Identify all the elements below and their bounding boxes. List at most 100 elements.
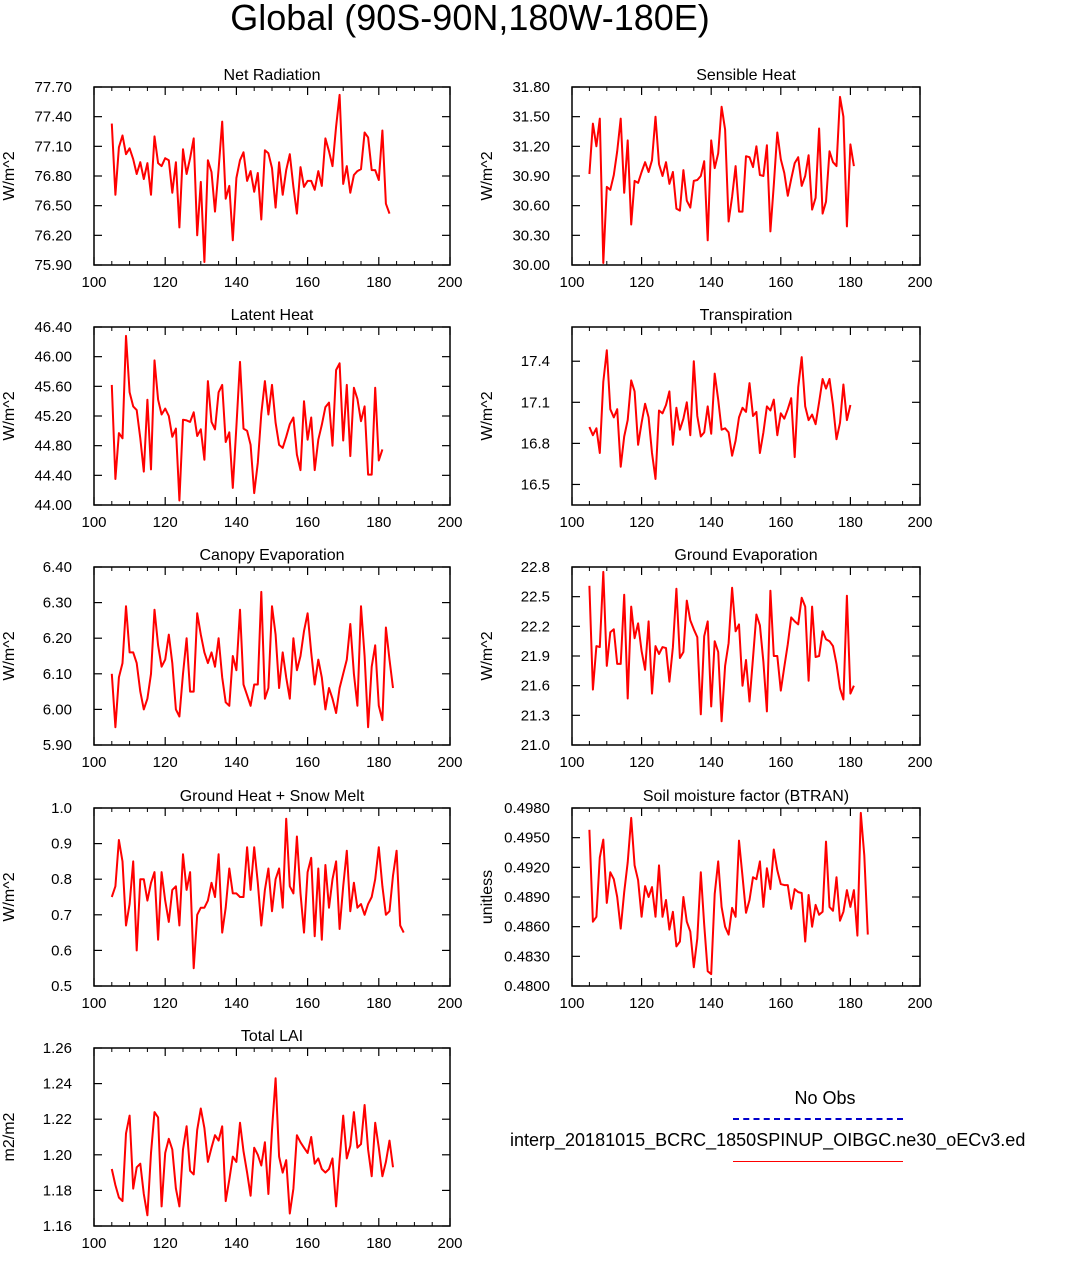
y-tick-label: 5.90 xyxy=(43,737,72,754)
y-tick-label: 77.70 xyxy=(34,79,72,96)
x-tick-label: 120 xyxy=(153,274,178,291)
series-line xyxy=(110,334,384,502)
panel-title: Net Radiation xyxy=(224,67,321,84)
y-tick-label: 22.8 xyxy=(521,559,550,576)
y-axis-label: W/m^2 xyxy=(479,631,496,680)
panel-title: Total LAI xyxy=(241,1028,303,1045)
x-tick-label: 100 xyxy=(81,514,106,531)
y-tick-label: 21.3 xyxy=(521,707,550,724)
legend-model-line xyxy=(733,1161,903,1162)
y-tick-label: 31.20 xyxy=(512,138,550,155)
y-tick-label: 46.00 xyxy=(34,349,72,366)
y-tick-label: 30.90 xyxy=(512,168,550,185)
x-tick-label: 140 xyxy=(224,1235,249,1252)
x-tick-label: 140 xyxy=(224,274,249,291)
y-tick-label: 30.00 xyxy=(512,257,550,274)
x-tick-label: 180 xyxy=(838,995,863,1012)
series-line xyxy=(588,95,855,264)
y-tick-label: 0.4860 xyxy=(504,919,550,936)
y-tick-label: 17.4 xyxy=(521,353,550,370)
legend-model-label: interp_20181015_BCRC_1850SPINUP_OIBGC.ne… xyxy=(510,1130,1026,1150)
series-line xyxy=(588,811,869,976)
y-tick-label: 0.4920 xyxy=(504,859,550,876)
x-tick-label: 140 xyxy=(699,995,724,1012)
x-tick-label: 120 xyxy=(153,754,178,771)
y-tick-label: 6.30 xyxy=(43,595,72,612)
x-tick-label: 200 xyxy=(437,995,462,1012)
x-tick-label: 200 xyxy=(907,274,932,291)
y-tick-label: 76.80 xyxy=(34,168,72,185)
x-tick-label: 160 xyxy=(768,274,793,291)
panel-title: Latent Heat xyxy=(231,307,314,324)
x-tick-label: 160 xyxy=(295,1235,320,1252)
y-axis-label: unitless xyxy=(479,870,496,924)
x-tick-label: 160 xyxy=(768,754,793,771)
y-tick-label: 1.26 xyxy=(43,1040,72,1057)
x-tick-label: 200 xyxy=(907,514,932,531)
series-line xyxy=(110,590,394,729)
panel-frame xyxy=(571,326,921,506)
x-tick-label: 100 xyxy=(81,1235,106,1252)
page-title: Global (90S-90N,180W-180E) xyxy=(230,0,710,38)
panel-title: Ground Evaporation xyxy=(674,547,817,564)
x-tick-label: 120 xyxy=(629,995,654,1012)
y-tick-label: 22.2 xyxy=(521,618,550,635)
y-tick-label: 77.40 xyxy=(34,109,72,126)
y-axis-label: W/m^2 xyxy=(479,151,496,200)
y-tick-label: 16.8 xyxy=(521,435,550,452)
y-tick-label: 30.30 xyxy=(512,227,550,244)
x-tick-label: 140 xyxy=(699,754,724,771)
y-tick-label: 76.20 xyxy=(34,227,72,244)
legend-obs-label: No Obs xyxy=(794,1088,856,1108)
y-tick-label: 0.4890 xyxy=(504,889,550,906)
y-tick-label: 1.24 xyxy=(43,1076,72,1093)
x-tick-label: 160 xyxy=(295,274,320,291)
panel-title: Canopy Evaporation xyxy=(200,547,345,564)
y-tick-label: 6.00 xyxy=(43,701,72,718)
y-tick-label: 0.8 xyxy=(51,871,72,888)
panel-frame xyxy=(93,566,451,746)
x-tick-label: 100 xyxy=(559,754,584,771)
y-tick-label: 1.20 xyxy=(43,1147,72,1164)
series-line xyxy=(110,93,391,263)
y-tick-label: 22.5 xyxy=(521,589,550,606)
y-tick-label: 0.4830 xyxy=(504,948,550,965)
y-tick-label: 16.5 xyxy=(521,476,550,493)
y-tick-label: 6.10 xyxy=(43,666,72,683)
y-tick-label: 44.00 xyxy=(34,497,72,514)
x-tick-label: 140 xyxy=(699,514,724,531)
y-tick-label: 0.9 xyxy=(51,836,72,853)
x-tick-label: 180 xyxy=(366,1235,391,1252)
x-tick-label: 140 xyxy=(224,754,249,771)
x-tick-label: 140 xyxy=(224,995,249,1012)
y-tick-label: 31.80 xyxy=(512,79,550,96)
x-tick-label: 180 xyxy=(838,754,863,771)
panel-title: Soil moisture factor (BTRAN) xyxy=(643,788,849,805)
series-line xyxy=(110,1077,394,1217)
x-tick-label: 100 xyxy=(81,995,106,1012)
y-tick-label: 1.0 xyxy=(51,800,72,817)
y-tick-label: 77.10 xyxy=(34,138,72,155)
y-tick-label: 0.4800 xyxy=(504,978,550,995)
y-tick-label: 75.90 xyxy=(34,257,72,274)
y-tick-label: 0.4980 xyxy=(504,800,550,817)
y-tick-label: 6.20 xyxy=(43,630,72,647)
y-tick-label: 76.50 xyxy=(34,198,72,215)
x-tick-label: 180 xyxy=(366,995,391,1012)
series-line xyxy=(110,817,405,970)
x-tick-label: 120 xyxy=(629,754,654,771)
series-line xyxy=(588,349,852,480)
x-tick-label: 160 xyxy=(768,514,793,531)
panel-title: Ground Heat + Snow Melt xyxy=(180,788,365,805)
x-tick-label: 200 xyxy=(437,274,462,291)
x-tick-label: 180 xyxy=(838,274,863,291)
x-tick-label: 100 xyxy=(559,514,584,531)
y-tick-label: 44.40 xyxy=(34,467,72,484)
x-tick-label: 100 xyxy=(81,274,106,291)
y-tick-label: 46.40 xyxy=(34,319,72,336)
y-tick-label: 0.4950 xyxy=(504,830,550,847)
x-tick-label: 140 xyxy=(699,274,724,291)
y-axis-label: W/m^2 xyxy=(1,631,18,680)
y-tick-label: 1.16 xyxy=(43,1218,72,1235)
x-tick-label: 160 xyxy=(295,754,320,771)
